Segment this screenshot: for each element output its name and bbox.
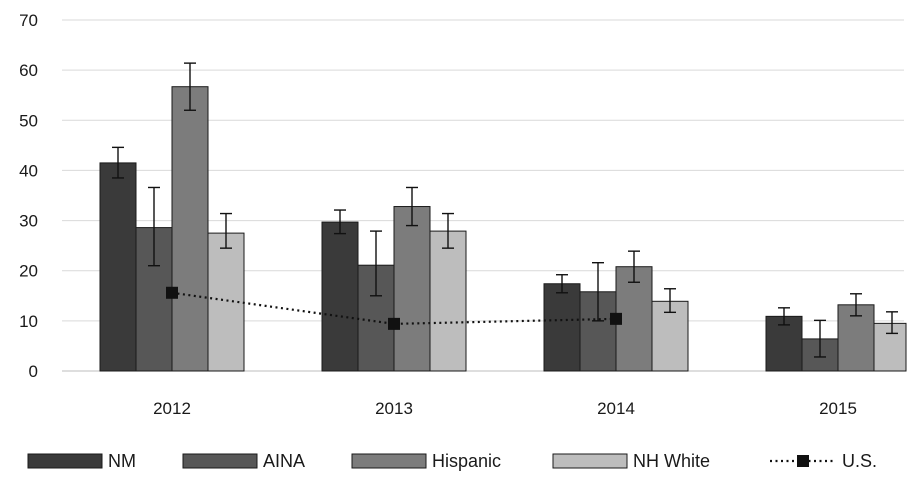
legend-label: NM xyxy=(108,451,136,471)
bar xyxy=(171,86,209,372)
error-bars xyxy=(112,62,898,358)
x-tick-label: 2015 xyxy=(819,399,857,418)
bar xyxy=(321,221,359,372)
y-tick-label: 50 xyxy=(19,111,38,130)
x-tick-label: 2014 xyxy=(597,399,635,418)
y-tick-label: 0 xyxy=(29,362,38,381)
legend: NM AINA Hispanic NH White U.S. xyxy=(27,451,877,471)
x-axis-ticks: 2012 2013 2014 2015 xyxy=(153,399,857,418)
legend-label: AINA xyxy=(263,451,305,471)
legend-swatch xyxy=(182,453,258,469)
bar xyxy=(873,322,907,372)
legend-swatch xyxy=(552,453,628,469)
x-tick-label: 2012 xyxy=(153,399,191,418)
legend-line-marker xyxy=(797,455,809,467)
us-line xyxy=(166,286,622,330)
y-tick-label: 10 xyxy=(19,312,38,331)
y-tick-label: 20 xyxy=(19,262,38,281)
bars xyxy=(99,86,907,372)
legend-label: Hispanic xyxy=(432,451,501,471)
bar xyxy=(543,283,581,372)
x-tick-label: 2013 xyxy=(375,399,413,418)
us-line-point xyxy=(388,317,400,330)
y-axis-ticks: 0 10 20 30 40 50 60 70 xyxy=(19,11,38,381)
legend-label: NH White xyxy=(633,451,710,471)
y-tick-label: 40 xyxy=(19,161,38,180)
us-line-point xyxy=(610,312,622,325)
bar xyxy=(99,162,137,372)
y-tick-label: 70 xyxy=(19,11,38,30)
us-line-point xyxy=(166,286,178,299)
y-tick-label: 30 xyxy=(19,212,38,231)
legend-swatch xyxy=(27,453,103,469)
legend-label: U.S. xyxy=(842,451,877,471)
legend-swatch xyxy=(351,453,427,469)
bar xyxy=(393,206,431,372)
bar xyxy=(429,230,467,372)
y-tick-label: 60 xyxy=(19,61,38,80)
